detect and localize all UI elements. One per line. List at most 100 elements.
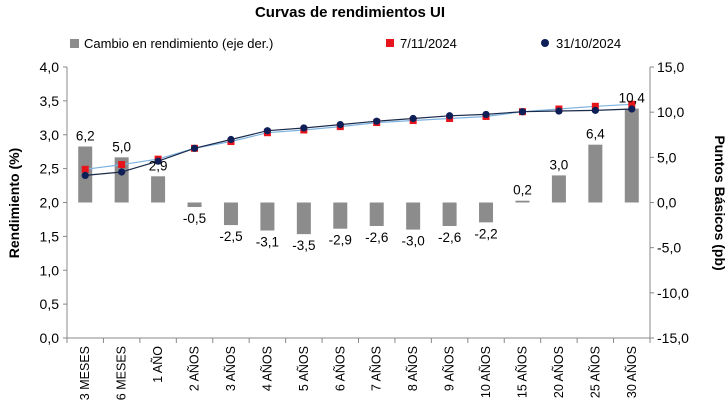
point-31-10-2024 — [555, 107, 563, 115]
point-31-10-2024 — [409, 114, 417, 123]
point-31-10-2024 — [81, 171, 89, 179]
x-tick-label: 6 MESES — [115, 346, 129, 400]
change-bar — [187, 202, 202, 208]
change-bar — [406, 202, 421, 230]
point-31-10-2024 — [154, 157, 162, 165]
x-tick-label: 7 AÑOS — [370, 346, 384, 391]
point-31-10-2024 — [336, 120, 344, 129]
trend-line-oct — [85, 108, 632, 176]
axes: 0,0 0,5 1,0 1,5 2,0 2,5 3,0 3,5 4,0 -15,0 -10,0 -5,… — [40, 59, 690, 400]
point-7-11-2024 — [81, 165, 89, 173]
bar-value-label: -2,2 — [474, 226, 497, 241]
legend: Cambio en rendimiento (eje der.) 7/11/20… — [70, 36, 621, 51]
legend-nov-swatch — [386, 39, 394, 47]
point-7-11-2024 — [628, 100, 636, 108]
x-tick-label: 2 AÑOS — [188, 346, 202, 391]
change-bar — [260, 202, 275, 231]
bar-value-label: -0,5 — [183, 211, 206, 226]
point-31-10-2024 — [518, 108, 527, 116]
bar-value-label: 5,0 — [112, 139, 131, 154]
bar-value-label: 3,0 — [550, 157, 569, 172]
point-31-10-2024 — [190, 144, 199, 152]
chart-title: Curvas de rendimientos UI — [255, 4, 445, 21]
point-31-10-2024 — [300, 124, 308, 132]
change-bar — [296, 202, 311, 235]
bar-value-label: -2,6 — [365, 230, 388, 245]
x-tick-label: 5 AÑOS — [297, 346, 311, 391]
legend-bar-swatch — [70, 39, 79, 48]
bar-value-label: -3,0 — [402, 234, 425, 249]
y-tick-label: 4,0 — [40, 59, 60, 75]
y2-tick-label: -15,0 — [657, 330, 689, 346]
y2-tick-label: -10,0 — [657, 285, 689, 301]
y2-tick-label: 10,0 — [657, 104, 684, 120]
y-tick-label: 0,5 — [40, 296, 60, 312]
x-tick-label: 9 AÑOS — [443, 346, 457, 391]
change-bar — [442, 202, 457, 226]
x-tick-label: 4 AÑOS — [260, 346, 274, 391]
change-bar — [624, 108, 639, 203]
x-tick-label: 6 AÑOS — [333, 346, 347, 391]
bar-value-label: 6,2 — [76, 128, 95, 143]
y-tick-label: 1,5 — [40, 228, 60, 244]
x-tick-label: 30 AÑOS — [625, 346, 639, 398]
y2-tick-label: 0,0 — [657, 195, 677, 211]
point-31-10-2024 — [482, 110, 490, 119]
legend-bar-label: Cambio en rendimiento (eje der.) — [84, 36, 273, 51]
point-31-10-2024 — [591, 106, 599, 114]
legend-oct-label: 31/10/2024 — [556, 36, 621, 51]
point-31-10-2024 — [118, 168, 126, 176]
x-tick-label: 3 AÑOS — [224, 346, 238, 391]
point-7-11-2024 — [118, 161, 126, 169]
point-31-10-2024 — [628, 105, 636, 113]
y-tick-label: 0,0 — [40, 330, 60, 346]
change-bar — [114, 157, 129, 203]
legend-nov-label: 7/11/2024 — [400, 36, 457, 51]
bar-value-label: 10,4 — [619, 91, 646, 106]
point-31-10-2024 — [445, 112, 454, 120]
point-7-11-2024 — [591, 102, 599, 110]
x-tick-label: 1 AÑO — [151, 346, 165, 383]
y-tick-label: 2,5 — [40, 161, 60, 177]
y-tick-label: 3,0 — [40, 127, 60, 143]
change-bar — [151, 176, 166, 203]
bar-value-label: 2,9 — [149, 158, 168, 173]
point-31-10-2024 — [373, 117, 381, 125]
bar-value-label: 0,2 — [513, 183, 532, 198]
x-tick-label: 15 AÑOS — [515, 346, 529, 398]
change-bar — [515, 200, 530, 203]
y-axis-label: Rendimiento (%) — [6, 148, 22, 258]
bar-value-label: -3,1 — [256, 235, 279, 250]
change-bar — [551, 175, 566, 203]
point-31-10-2024 — [263, 127, 272, 135]
y-tick-label: 3,5 — [40, 93, 60, 109]
y2-axis-label: Puntos Básicos (pb) — [712, 135, 727, 270]
bar-value-label: -2,9 — [329, 233, 352, 248]
x-tick-label: 3 MESES — [78, 346, 92, 400]
trend-lines — [85, 103, 632, 176]
labels: 6,2 5,0 2,9 -0,5 -2,5 -3,1 -3,5 -2,9 -2,6 -3,0 -2,… — [76, 91, 646, 254]
change-bar — [223, 202, 238, 226]
bars — [78, 108, 639, 235]
x-tick-label: 8 AÑOS — [406, 346, 420, 391]
change-bar — [369, 202, 384, 226]
bar-value-label: -3,5 — [292, 238, 315, 253]
change-bar — [479, 202, 494, 223]
y2-tick-label: 15,0 — [657, 59, 684, 75]
legend-oct-swatch — [541, 39, 549, 47]
points — [81, 100, 636, 179]
x-tick-label: 10 AÑOS — [479, 346, 493, 398]
x-tick-label: 25 AÑOS — [588, 346, 602, 398]
y2-tick-label: 5,0 — [657, 149, 677, 165]
x-tick-label: 20 AÑOS — [552, 346, 566, 398]
bar-value-label: -2,5 — [219, 229, 242, 244]
y-tick-label: 2,0 — [40, 195, 60, 211]
bar-value-label: 6,4 — [586, 127, 605, 142]
trend-line-nov — [85, 103, 632, 170]
change-bar — [588, 144, 603, 203]
point-31-10-2024 — [227, 135, 235, 144]
change-bar — [333, 202, 348, 229]
bar-value-label: -2,6 — [438, 230, 461, 245]
y2-tick-label: -5,0 — [657, 240, 681, 256]
